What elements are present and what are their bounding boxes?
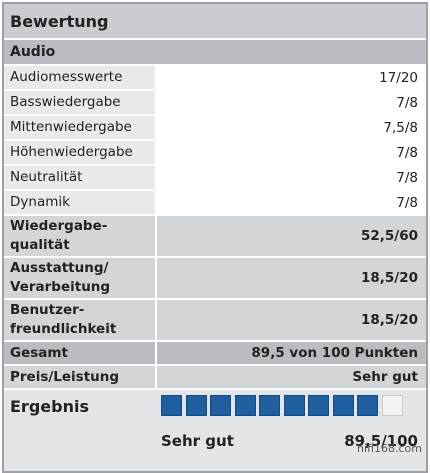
row-value: 7,5/8 <box>157 116 426 139</box>
row-label: Preis/Leistung <box>4 366 155 388</box>
row-label: Gesamt <box>4 342 155 364</box>
row-label: Benutzer-freundlichkeit <box>4 300 155 340</box>
subtotal-row: Wiedergabe-qualität 52,5/60 <box>4 216 426 256</box>
score-row: Dynamik 7/8 <box>4 191 426 214</box>
score-row: Audiomesswerte 17/20 <box>4 66 426 89</box>
score-row: Neutralität 7/8 <box>4 166 426 189</box>
subtotal-row: Ausstattung/Verarbeitung 18,5/20 <box>4 258 426 298</box>
rating-box <box>185 395 207 416</box>
row-value: Sehr gut <box>157 366 426 388</box>
row-value: 7/8 <box>157 166 426 189</box>
rating-box <box>332 395 354 416</box>
rating-box <box>161 395 182 416</box>
row-value: 7/8 <box>157 91 426 114</box>
score-row: Basswiedergabe 7/8 <box>4 91 426 114</box>
rating-box <box>259 395 280 416</box>
rating-box <box>210 395 231 416</box>
row-label: Audio <box>10 44 56 60</box>
row-label: Basswiedergabe <box>4 91 155 114</box>
score-row: Mittenwiedergabe 7,5/8 <box>4 116 426 139</box>
row-value: 7/8 <box>157 191 426 214</box>
rating-box <box>308 395 329 416</box>
rating-box <box>381 395 403 416</box>
result-score: 89,5/100 <box>344 432 418 450</box>
rating-box <box>234 395 256 416</box>
row-value: 7/8 <box>157 141 426 164</box>
row-value: 18,5/20 <box>157 258 426 298</box>
price-row: Preis/Leistung Sehr gut <box>4 366 426 388</box>
rating-box <box>357 395 378 416</box>
row-label: Wiedergabe-qualität <box>4 216 155 256</box>
row: Audio <box>4 40 426 64</box>
result-row: Ergebnis Sehr gut 89,5/100 hifi168.com <box>4 390 426 471</box>
total-row: Gesamt 89,5 von 100 Punkten <box>4 342 426 364</box>
row-label: Bewertung <box>10 11 109 31</box>
row-label: Ausstattung/Verarbeitung <box>4 258 155 298</box>
result-verdict: Sehr gut <box>161 432 234 450</box>
row-label: Audiomesswerte <box>4 66 155 89</box>
row-value: 52,5/60 <box>157 216 426 256</box>
row-value: 89,5 von 100 Punkten <box>157 342 426 364</box>
result-label: Ergebnis <box>10 396 89 416</box>
row-label: Höhenwiedergabe <box>4 141 155 164</box>
watermark: hifi168.com <box>357 441 422 455</box>
subtotal-row: Benutzer-freundlichkeit 18,5/20 <box>4 300 426 340</box>
row-label: Mittenwiedergabe <box>4 116 155 139</box>
score-row: Höhenwiedergabe 7/8 <box>4 141 426 164</box>
rating-box <box>283 395 305 416</box>
row: Bewertung <box>4 4 426 38</box>
row-value: 17/20 <box>157 66 426 89</box>
row-label: Dynamik <box>4 191 155 214</box>
row-value: 18,5/20 <box>157 300 426 340</box>
row-label: Neutralität <box>4 166 155 189</box>
